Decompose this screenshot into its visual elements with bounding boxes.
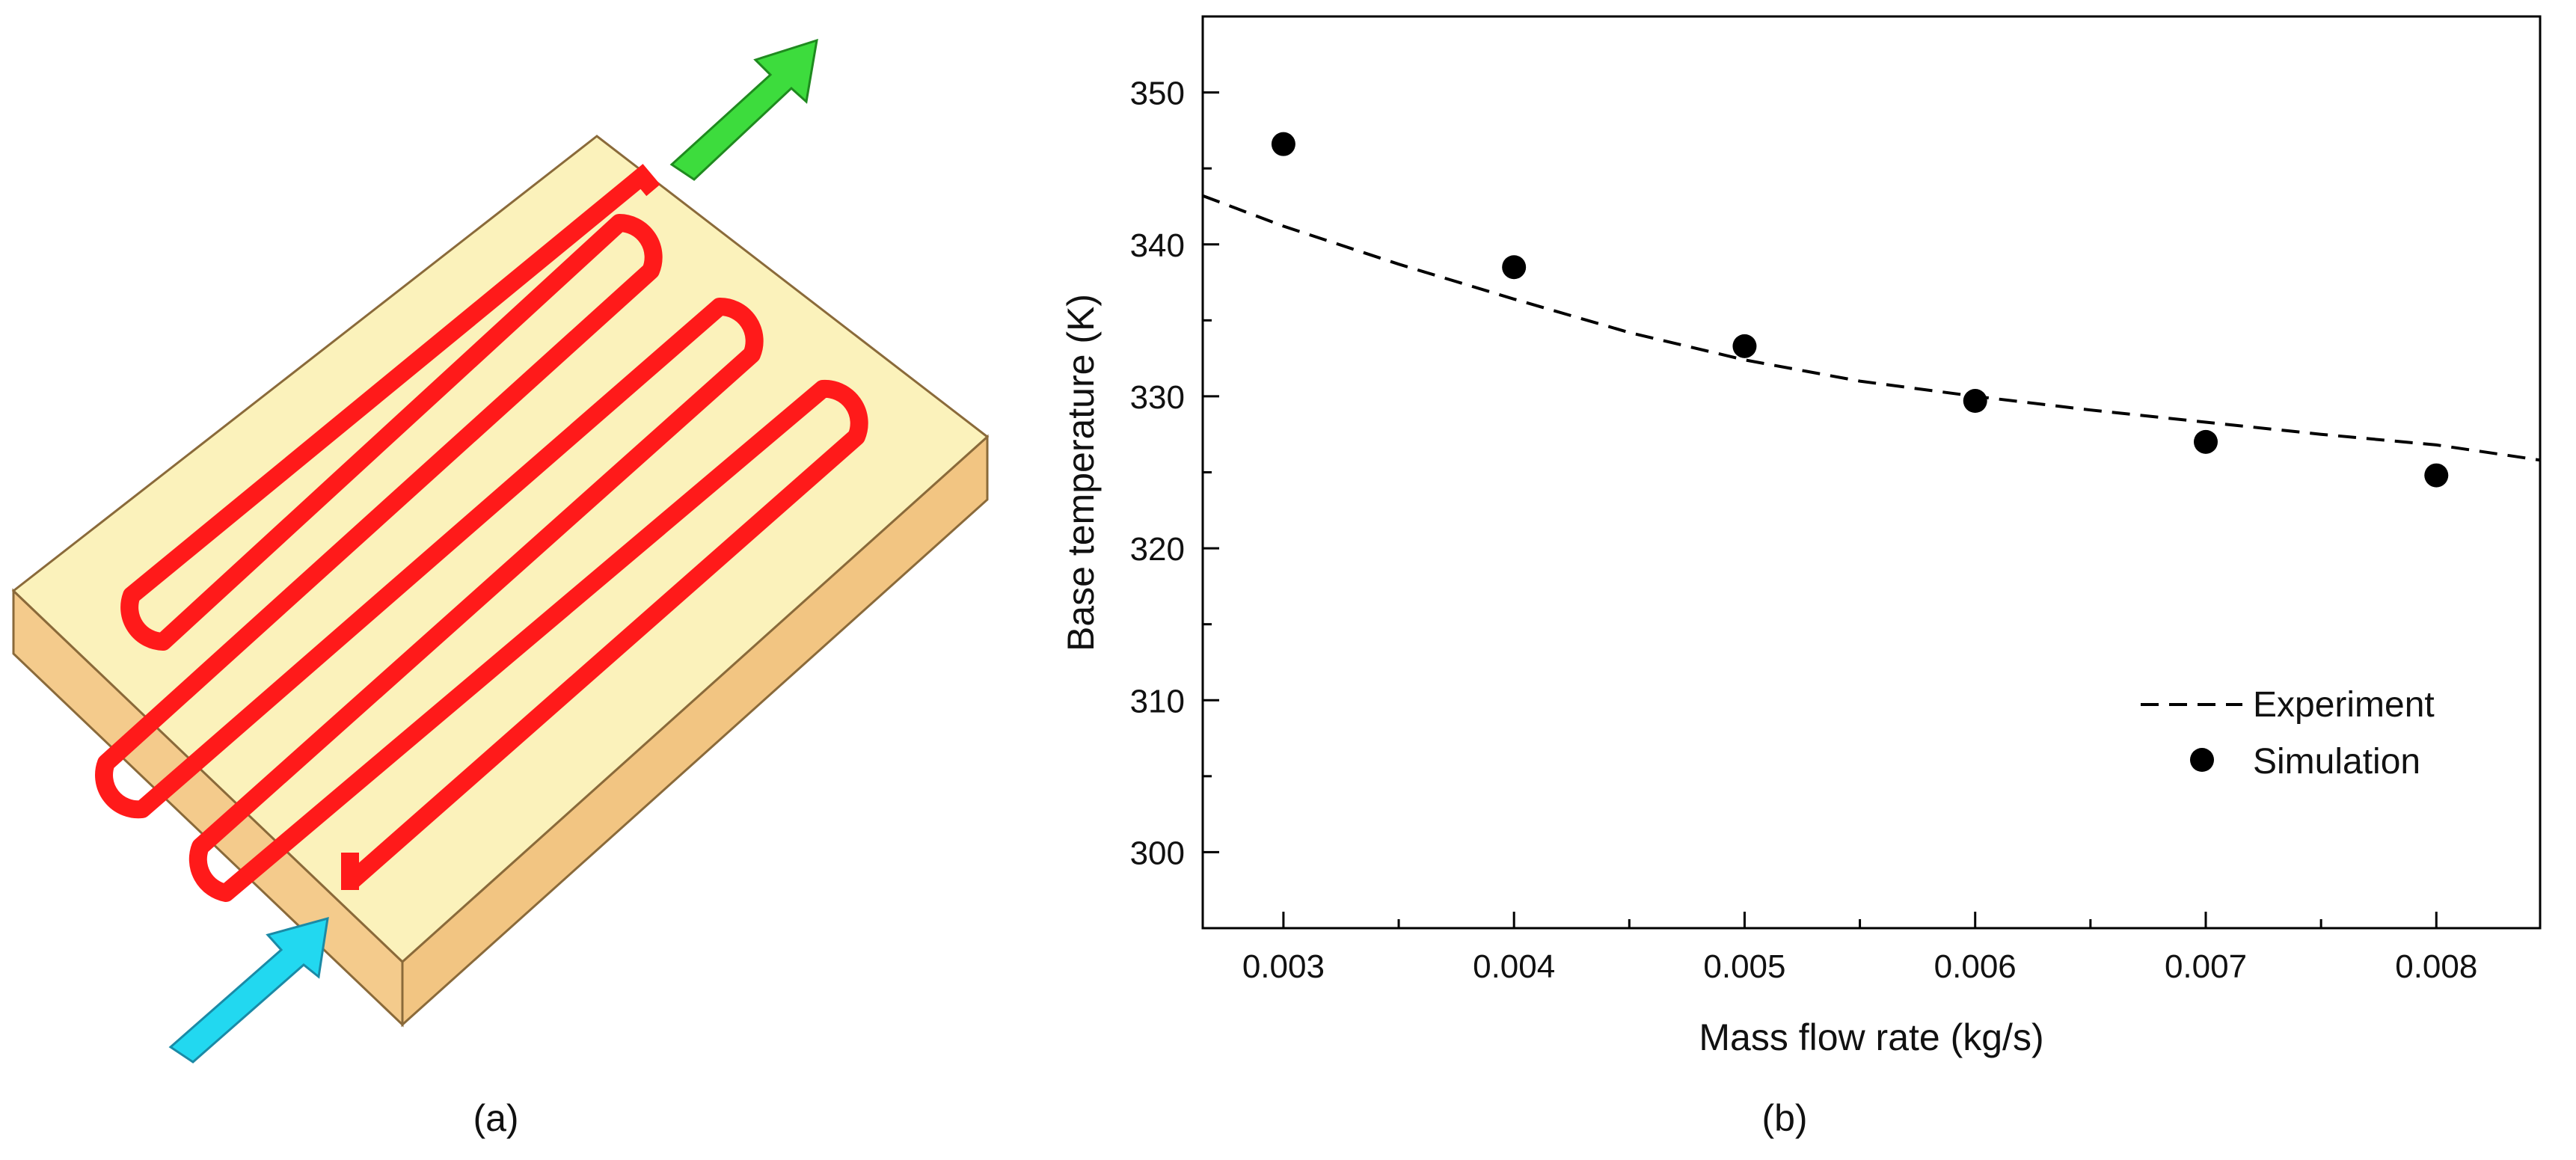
simulation-point: [1963, 389, 1987, 414]
x-tick-label: 0.006: [1934, 948, 2017, 985]
simulation-point: [2424, 463, 2449, 488]
simulation-point: [1502, 255, 1527, 280]
series-experiment-line: [1202, 194, 2541, 462]
x-tick-label: 0.008: [2395, 948, 2477, 985]
simulation-point: [1271, 132, 1295, 156]
plot-frame: [1201, 15, 2542, 930]
inlet-arrow-icon: [168, 916, 329, 1064]
y-tick-label: 310: [1130, 683, 1185, 719]
x-axis-ticks: [1282, 912, 2438, 928]
y-axis-tick-labels: 300 310 320 330 340 350: [1130, 76, 1185, 872]
simulation-point: [2194, 429, 2218, 454]
panel-b-caption: (b): [1761, 1097, 1807, 1139]
x-tick-label: 0.004: [1473, 948, 1555, 985]
channel-inlet-opening: [341, 853, 359, 889]
legend-experiment-label: Experiment: [2253, 685, 2435, 725]
y-tick-label: 320: [1130, 531, 1185, 568]
simulation-point: [1732, 334, 1757, 358]
y-axis-title: Base temperature (K): [1060, 294, 1102, 651]
y-tick-label: 330: [1130, 379, 1185, 416]
legend-simulation-swatch: [2190, 748, 2214, 772]
y-tick-label: 350: [1130, 76, 1185, 112]
y-tick-label: 300: [1130, 835, 1185, 871]
panel-b-chart: 0.003 0.004 0.005 0.006 0.007 0.008 300 310 320…: [1060, 15, 2542, 1139]
legend: Experiment Simulation: [2141, 685, 2435, 782]
panel-a-caption: (a): [473, 1097, 518, 1139]
x-axis-tick-labels: 0.003 0.004 0.005 0.006 0.007 0.008: [1242, 948, 2477, 985]
x-tick-label: 0.003: [1242, 948, 1325, 985]
panel-a-illustration: (a): [11, 38, 990, 1139]
legend-simulation-label: Simulation: [2253, 742, 2420, 782]
plate-top: [11, 135, 990, 964]
y-axis-ticks: [1203, 15, 1219, 930]
outlet-arrow-icon: [669, 38, 818, 181]
x-tick-label: 0.005: [1703, 948, 1785, 985]
x-axis-title: Mass flow rate (kg/s): [1699, 1016, 2043, 1058]
series-simulation-points: [1271, 132, 2449, 488]
serpentine-channel: [95, 169, 868, 902]
x-tick-label: 0.007: [2165, 948, 2247, 985]
y-tick-label: 340: [1130, 227, 1185, 264]
channel-outlet-opening: [629, 164, 660, 197]
